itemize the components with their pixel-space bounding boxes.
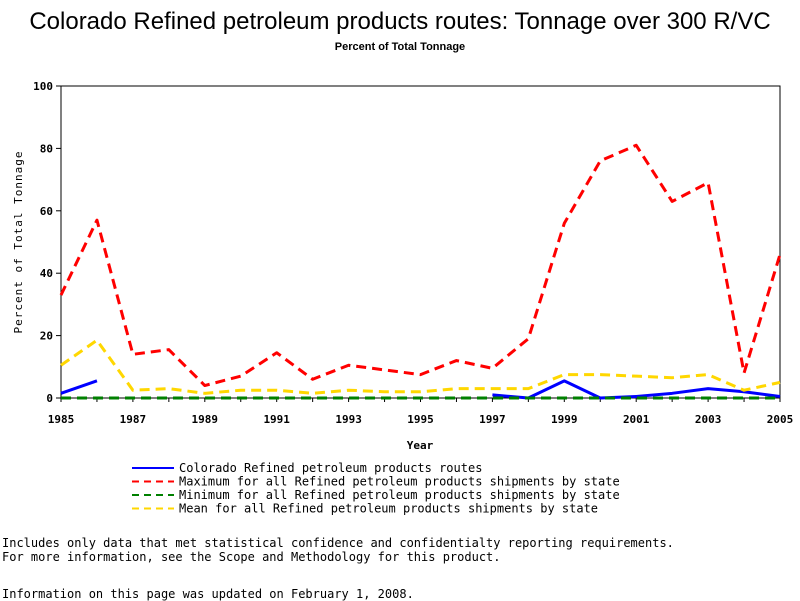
legend: Colorado Refined petroleum products rout… [132, 461, 620, 516]
x-tick-label: 2003 [695, 413, 722, 426]
x-tick-label: 1991 [263, 413, 290, 426]
update-note: Information on this page was updated on … [2, 587, 414, 601]
x-axis-label: Year [407, 439, 434, 452]
x-tick-label: 1995 [407, 413, 434, 426]
x-tick-label: 2005 [767, 413, 794, 426]
x-tick-label: 1987 [120, 413, 147, 426]
footnote-line: For more information, see the Scope and … [2, 550, 501, 564]
y-tick-label: 20 [40, 330, 53, 343]
y-tick-label: 60 [40, 205, 53, 218]
chart-title: Colorado Refined petroleum products rout… [29, 8, 771, 35]
x-tick-label: 1989 [192, 413, 219, 426]
legend-entry: Maximum for all Refined petroleum produc… [179, 475, 620, 489]
series-lines [59, 143, 782, 400]
y-tick-label: 40 [40, 267, 53, 280]
y-tick-label: 100 [33, 80, 53, 93]
y-axis: 0 20 40 60 80 100 [33, 80, 61, 405]
legend-entry: Colorado Refined petroleum products rout… [179, 461, 482, 475]
footnote-line: Includes only data that met statistical … [2, 536, 674, 550]
x-tick-label: 1999 [551, 413, 578, 426]
legend-entry: Mean for all Refined petroleum products … [179, 502, 598, 516]
series-line [492, 379, 781, 400]
y-tick-label: 80 [40, 142, 53, 155]
footnotes: Includes only data that met statistical … [2, 536, 798, 564]
series-line [59, 143, 782, 388]
x-tick-label: 1997 [479, 413, 506, 426]
legend-entry: Minimum for all Refined petroleum produc… [179, 488, 620, 502]
y-axis-label: Percent of Total Tonnage [12, 151, 25, 334]
series-line [60, 379, 98, 395]
y-tick-label: 0 [46, 392, 53, 405]
x-tick-label: 1993 [335, 413, 362, 426]
chart-subtitle: Percent of Total Tonnage [334, 41, 466, 53]
x-axis: 1985 1987 1989 1991 1993 1995 1997 1999 2001 2003… [48, 398, 794, 426]
line-chart: 0 20 40 60 80 100 1985 1987 1989 1991 1993 1995 199… [12, 80, 794, 516]
x-tick-label: 1985 [48, 413, 75, 426]
x-tick-label: 2001 [623, 413, 650, 426]
series-line [60, 338, 781, 395]
